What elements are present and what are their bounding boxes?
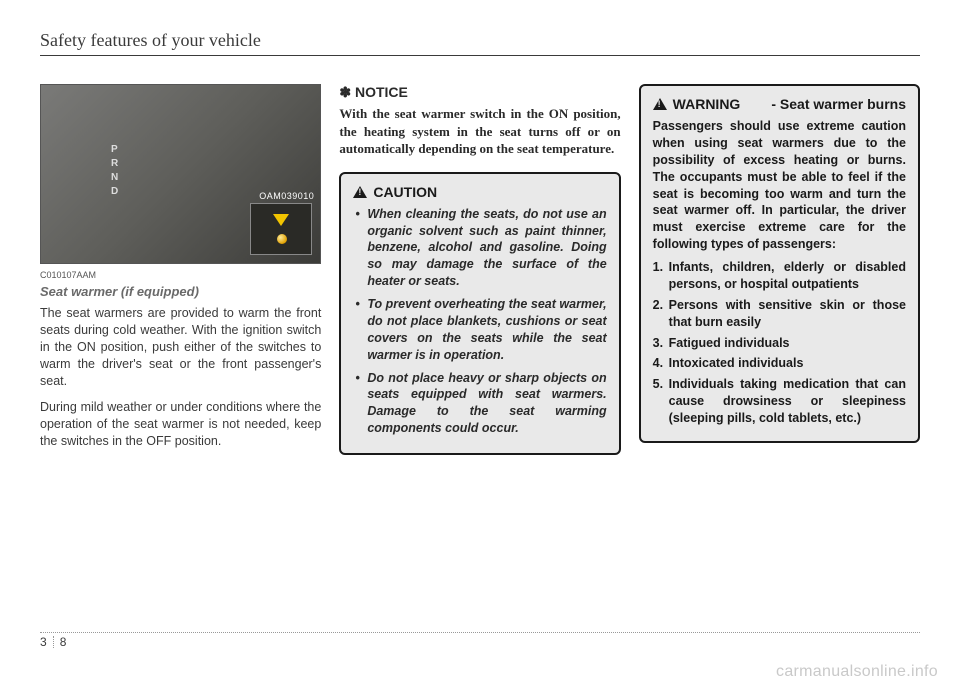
caution-label: CAUTION — [373, 184, 437, 200]
caution-item: To prevent overheating the seat warmer, … — [353, 296, 606, 364]
caution-box: CAUTION When cleaning the seats, do not … — [339, 172, 620, 455]
warning-item: 3.Fatigued individuals — [653, 335, 906, 352]
page-header: Safety features of your vehicle — [40, 30, 920, 56]
arrow-down-icon — [273, 214, 289, 226]
body-paragraph-2: During mild weather or under conditions … — [40, 399, 321, 450]
warning-subtitle: - Seat warmer burns — [746, 96, 906, 112]
warning-item: 5.Individuals taking medication that can… — [653, 376, 906, 427]
page-number: 3 8 — [40, 635, 920, 649]
page-separator — [53, 636, 54, 648]
watermark: carmanualsonline.info — [776, 663, 938, 681]
notice-symbol: ✽ — [339, 84, 351, 100]
section-subhead: Seat warmer (if equipped) — [40, 284, 321, 299]
warning-item: 2.Persons with sensitive skin or those t… — [653, 297, 906, 331]
notice-label: NOTICE — [355, 84, 408, 100]
seat-warmer-figure: P R N D OAM039010 — [40, 84, 321, 264]
header-title: Safety features of your vehicle — [40, 30, 920, 51]
content-columns: P R N D OAM039010 C010107AAM Seat warmer… — [40, 84, 920, 460]
notice-heading: ✽ NOTICE — [339, 84, 620, 101]
indicator-light-icon — [277, 234, 287, 244]
column-middle: ✽ NOTICE With the seat warmer switch in … — [339, 84, 620, 460]
warning-item: 1.Infants, children, elderly or disabled… — [653, 259, 906, 293]
gear-letters: P R N D — [111, 143, 118, 199]
chapter-number: 3 — [40, 635, 47, 649]
caution-list: When cleaning the seats, do not use an o… — [353, 206, 606, 437]
section-code: C010107AAM — [40, 270, 321, 280]
caution-item: When cleaning the seats, do not use an o… — [353, 206, 606, 290]
page-in-chapter: 8 — [60, 635, 67, 649]
figure-inset — [250, 203, 312, 255]
warning-title: WARNING - Seat warmer burns — [653, 96, 906, 112]
column-right: WARNING - Seat warmer burns Passengers s… — [639, 84, 920, 460]
figure-code-label: OAM039010 — [259, 191, 314, 201]
warning-box: WARNING - Seat warmer burns Passengers s… — [639, 84, 920, 443]
caution-title: CAUTION — [353, 184, 606, 200]
page-footer: 3 8 — [40, 632, 920, 649]
column-left: P R N D OAM039010 C010107AAM Seat warmer… — [40, 84, 321, 460]
warning-triangle-icon — [653, 98, 667, 110]
notice-body: With the seat warmer switch in the ON po… — [339, 105, 620, 158]
warning-item: 4.Intoxicated individuals — [653, 355, 906, 372]
warning-body: Passengers should use extreme caution wh… — [653, 118, 906, 253]
manual-page: Safety features of your vehicle P R N D … — [0, 0, 960, 689]
footer-divider — [40, 632, 920, 633]
body-paragraph-1: The seat warmers are provided to warm th… — [40, 305, 321, 389]
caution-item: Do not place heavy or sharp objects on s… — [353, 370, 606, 438]
warning-label: WARNING — [673, 96, 741, 112]
warning-list: 1.Infants, children, elderly or disabled… — [653, 259, 906, 427]
warning-triangle-icon — [353, 186, 367, 198]
